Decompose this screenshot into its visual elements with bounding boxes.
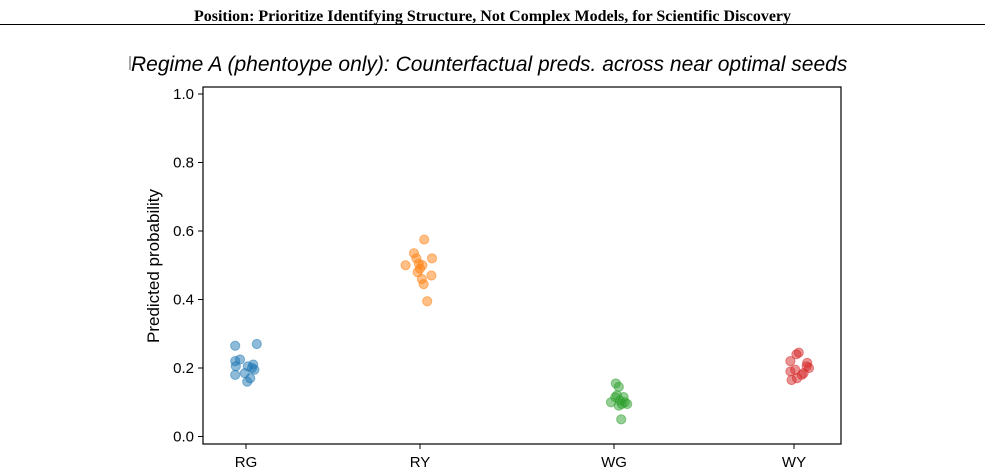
data-point-rg <box>230 369 241 380</box>
x-tick-label-wy: WY <box>782 454 806 471</box>
x-tick-label-rg: RG <box>235 454 258 471</box>
data-point-wg <box>613 400 624 411</box>
data-point-ry <box>419 234 430 245</box>
data-point-wy <box>791 349 802 360</box>
data-points <box>230 234 815 425</box>
y-tick-label: 0.8 <box>173 155 194 172</box>
data-point-wy <box>791 373 803 384</box>
data-point-wy <box>798 368 809 379</box>
data-point-ry <box>422 296 433 307</box>
data-point-ry <box>418 278 429 290</box>
data-point-ry <box>426 253 438 264</box>
y-tick-label: 0.0 <box>173 429 194 446</box>
y-tick-label: 1.0 <box>173 86 194 103</box>
x-tick-label-ry: RY <box>410 454 431 471</box>
y-axis: 0.0 0.2 0.4 0.6 0.8 1.0 <box>173 86 203 446</box>
x-axis: RG RY WG WY <box>235 444 806 471</box>
data-point-rg <box>249 364 260 375</box>
data-point-ry <box>426 270 437 281</box>
running-header: Position: Prioritize Identifying Structu… <box>193 8 792 25</box>
chart-title: Regime A (phentoype only): Counterfactua… <box>131 53 848 76</box>
data-point-ry <box>400 260 411 271</box>
header-rule <box>0 24 985 25</box>
plot-area-frame <box>202 86 842 445</box>
data-point-wg <box>616 414 627 425</box>
data-point-rg <box>251 338 262 350</box>
data-point-ry <box>412 267 423 278</box>
y-axis-label: Predicted probability <box>144 188 163 343</box>
data-point-wg <box>618 392 629 403</box>
data-point-rg <box>230 340 241 351</box>
y-tick-label: 0.2 <box>173 360 194 377</box>
x-tick-label-wg: WG <box>601 454 627 471</box>
y-tick-label: 0.6 <box>173 223 194 240</box>
data-point-wy <box>785 356 796 367</box>
data-point-wg <box>613 381 624 392</box>
data-point-rg <box>230 361 241 372</box>
y-tick-label: 0.4 <box>173 292 194 309</box>
data-point-rg <box>242 376 253 387</box>
